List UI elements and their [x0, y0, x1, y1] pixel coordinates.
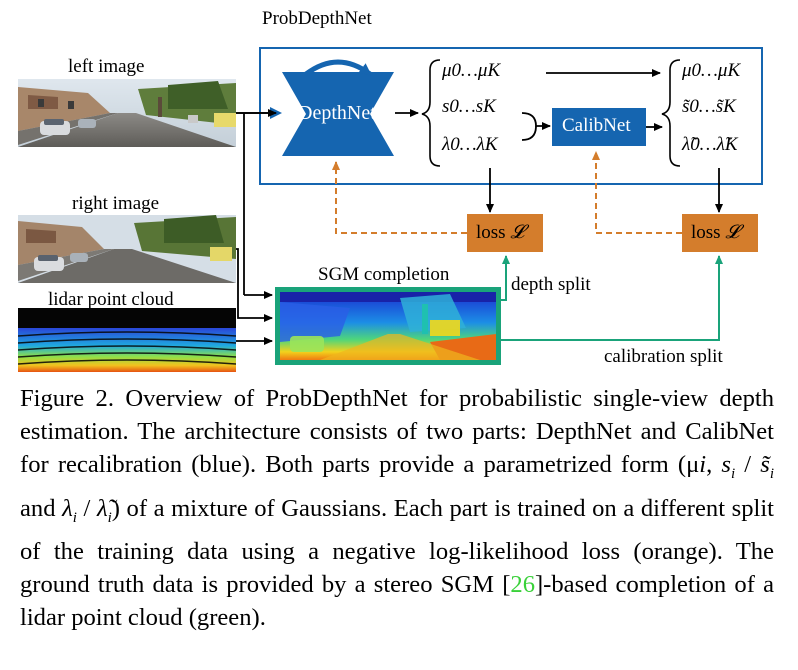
figure-diagram: ProbDepthNet left image right image lida… — [18, 8, 763, 372]
loss-box-depth — [467, 214, 543, 252]
calibnet-box — [552, 108, 646, 146]
param-depthnet-lambda: λ0…λK — [442, 134, 498, 155]
depthnet-shape — [282, 72, 394, 156]
left-image — [18, 79, 236, 147]
param-depthnet-s: s0…sK — [442, 96, 496, 117]
calibration-split-label: calibration split — [604, 346, 723, 367]
caption-text-2: of a mixture of Gaussians. Each part is … — [20, 494, 774, 598]
param-calibnet-lambda: λ̃0…λ̃K — [682, 134, 738, 155]
depthnet-label: DepthNet — [298, 102, 376, 124]
diagram-lines — [236, 47, 763, 345]
loss-calib-label: loss 𝓛 — [691, 221, 740, 243]
brace-depthnet — [421, 59, 441, 167]
right-image-label: right image — [72, 193, 160, 214]
caption-text-1: Overview of ProbDepthNet for probabilist… — [20, 385, 774, 479]
loss-box-calib — [682, 214, 758, 252]
loss-depth-label: loss 𝓛 — [476, 221, 525, 243]
depth-split-label: depth split — [511, 274, 591, 295]
calibnet-label: CalibNet — [562, 115, 631, 136]
right-image — [18, 215, 236, 283]
left-image-label: left image — [68, 56, 145, 77]
brace-calibnet — [661, 59, 681, 167]
lidar-label: lidar point cloud — [48, 289, 174, 310]
sgm-label: SGM completion — [318, 264, 450, 285]
param-calibnet-mu: μ0…μK — [682, 60, 741, 81]
param-depthnet-mu: μ0…μK — [442, 60, 501, 81]
lidar-point-cloud — [18, 308, 236, 372]
citation-link[interactable]: 26 — [510, 570, 535, 598]
figure-caption: Figure 2. Overview of ProbDepthNet for p… — [20, 385, 775, 632]
param-calibnet-s: s̃0…s̃K — [682, 96, 736, 117]
caption-figure-label: Figure 2. — [20, 385, 115, 412]
caption-text-3: ]-based completion of a lidar point clou… — [20, 570, 774, 632]
probdepthnet-box — [259, 47, 763, 185]
title-probdepthnet: ProbDepthNet — [262, 8, 372, 29]
sgm-completion-map — [275, 287, 501, 365]
